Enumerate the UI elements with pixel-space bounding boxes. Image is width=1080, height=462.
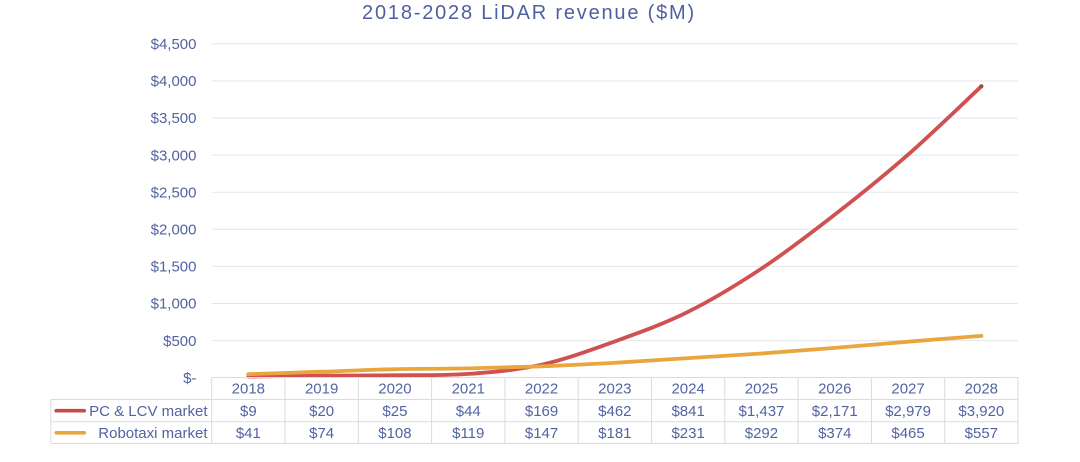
svg-text:$2,500: $2,500 <box>151 184 197 201</box>
svg-text:$20: $20 <box>309 403 334 420</box>
svg-text:$4,000: $4,000 <box>151 73 197 90</box>
svg-text:$119: $119 <box>452 425 484 442</box>
svg-text:2027: 2027 <box>891 381 924 398</box>
svg-text:2022: 2022 <box>525 381 558 398</box>
svg-text:$108: $108 <box>378 425 411 442</box>
svg-text:$231: $231 <box>671 425 704 442</box>
svg-text:2026: 2026 <box>818 381 851 398</box>
svg-text:$181: $181 <box>598 425 631 442</box>
svg-text:$41: $41 <box>236 425 261 442</box>
svg-text:$841: $841 <box>671 403 704 420</box>
svg-text:$44: $44 <box>456 403 481 420</box>
svg-text:$465: $465 <box>891 425 924 442</box>
svg-text:2025: 2025 <box>745 381 778 398</box>
svg-text:$374: $374 <box>818 425 851 442</box>
svg-text:$25: $25 <box>382 403 407 420</box>
svg-text:2019: 2019 <box>305 381 338 398</box>
svg-text:2023: 2023 <box>598 381 631 398</box>
svg-text:$169: $169 <box>525 403 558 420</box>
svg-text:$1,437: $1,437 <box>739 403 785 420</box>
svg-text:$2,000: $2,000 <box>151 222 197 239</box>
svg-text:2020: 2020 <box>378 381 411 398</box>
svg-text:$1,500: $1,500 <box>151 259 197 276</box>
svg-text:$4,500: $4,500 <box>151 36 197 53</box>
svg-text:$557: $557 <box>965 425 998 442</box>
svg-text:$-: $- <box>183 370 196 387</box>
svg-text:$500: $500 <box>163 333 196 350</box>
svg-text:PC & LCV market: PC & LCV market <box>89 403 208 420</box>
svg-text:$1,000: $1,000 <box>151 296 197 313</box>
svg-text:$74: $74 <box>309 425 334 442</box>
svg-text:$147: $147 <box>525 425 558 442</box>
svg-text:Robotaxi market: Robotaxi market <box>98 425 208 442</box>
svg-text:$9: $9 <box>240 403 257 420</box>
svg-text:2028: 2028 <box>965 381 998 398</box>
svg-text:$2,171: $2,171 <box>812 403 858 420</box>
svg-text:$462: $462 <box>598 403 631 420</box>
svg-text:$3,000: $3,000 <box>151 147 197 164</box>
svg-text:$292: $292 <box>745 425 778 442</box>
svg-text:2024: 2024 <box>671 381 704 398</box>
svg-text:2018: 2018 <box>232 381 265 398</box>
svg-text:$3,500: $3,500 <box>151 110 197 127</box>
svg-text:$2,979: $2,979 <box>885 403 931 420</box>
svg-text:$3,920: $3,920 <box>958 403 1004 420</box>
svg-text:2021: 2021 <box>452 381 485 398</box>
